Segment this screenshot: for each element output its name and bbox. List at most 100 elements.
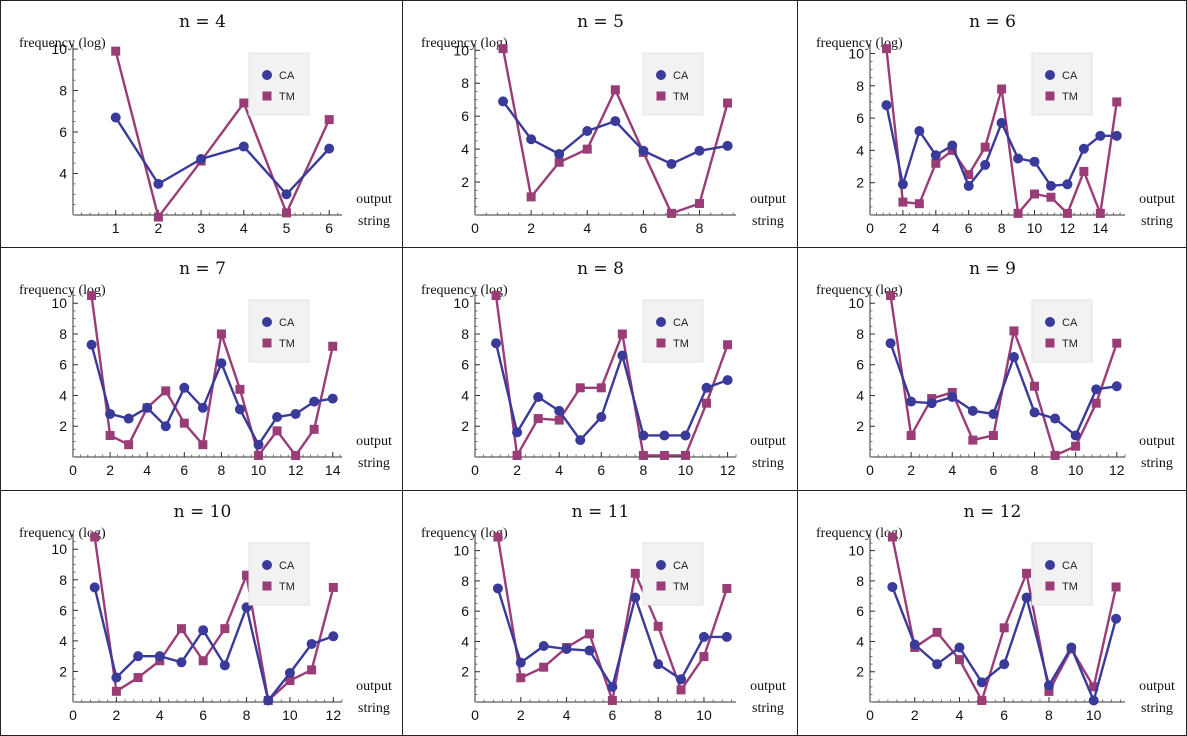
y-tick-label: 2 [461, 664, 469, 680]
legend-ca-marker [262, 560, 272, 570]
point-ca [947, 392, 958, 403]
x-tick-label: 4 [240, 220, 248, 236]
y-tick-label: 10 [51, 295, 67, 311]
point-tm [1046, 192, 1056, 202]
legend-ca-label: CA [279, 70, 295, 82]
legend-tm-label: TM [1062, 581, 1078, 593]
y-axis-label: frequency (log) [19, 36, 106, 51]
point-tm [723, 340, 733, 350]
legend-tm-marker [656, 91, 666, 101]
y-tick-label: 2 [59, 663, 67, 679]
x-tick-label: 2 [911, 707, 919, 723]
legend-ca-label: CA [673, 317, 689, 329]
point-ca [1013, 153, 1024, 164]
point-tm [198, 440, 208, 450]
legend-tm-marker [1045, 338, 1055, 348]
x-tick-label: 6 [965, 220, 973, 236]
point-tm [220, 624, 230, 634]
point-ca [881, 100, 892, 111]
point-tm [242, 570, 252, 580]
point-tm [702, 398, 712, 408]
point-tm [105, 430, 115, 440]
legend-ca-marker [262, 70, 272, 80]
point-tm [1009, 326, 1019, 336]
point-ca [198, 625, 209, 636]
y-tick-label: 6 [856, 603, 864, 619]
y-axis-label: frequency (log) [421, 36, 508, 51]
point-tm [87, 291, 97, 301]
x-tick-label: 0 [69, 462, 77, 478]
x-tick-label: 10 [282, 707, 298, 723]
chart-title: n = 9 [969, 259, 1016, 279]
point-ca [1088, 695, 1099, 706]
y-tick-label: 10 [848, 45, 864, 61]
point-ca [1095, 130, 1106, 141]
point-tm [239, 98, 249, 108]
point-ca [1111, 381, 1122, 392]
point-tm [695, 198, 705, 208]
point-ca [179, 382, 190, 393]
point-tm [90, 532, 100, 542]
x-tick-label: 0 [866, 707, 874, 723]
y-tick-label: 8 [461, 326, 469, 342]
y-tick-label: 2 [461, 174, 469, 190]
point-ca [89, 582, 100, 593]
point-tm [493, 532, 503, 542]
point-tm [881, 44, 891, 54]
chart-title: n = 6 [969, 12, 1016, 32]
x-tick-label: 6 [199, 707, 207, 723]
point-tm [1111, 582, 1121, 592]
x-tick-label: 10 [1027, 220, 1043, 236]
point-ca [1070, 430, 1081, 441]
point-tm [176, 624, 186, 634]
x-axis-label-line2: string [1141, 214, 1173, 229]
legend-ca-label: CA [1062, 317, 1078, 329]
chart-panel-9: n = 12 frequency (log) output string 0 2 4 6 8 10… [798, 491, 1187, 736]
x-tick-label: 14 [1093, 220, 1109, 236]
x-tick-label: 12 [1109, 462, 1125, 478]
point-tm [914, 199, 924, 209]
point-ca [234, 404, 245, 415]
y-tick-label: 4 [461, 633, 469, 649]
x-axis-label-line1: output [1139, 434, 1175, 449]
point-ca [575, 435, 586, 446]
point-tm [526, 192, 536, 202]
legend-ca-label: CA [1062, 70, 1078, 82]
point-ca [1062, 179, 1073, 190]
point-ca [1078, 143, 1089, 154]
x-tick-label: 1 [112, 220, 120, 236]
point-tm [111, 686, 121, 696]
point-ca [133, 651, 144, 662]
x-tick-label: 4 [956, 707, 964, 723]
legend-box [248, 542, 310, 606]
y-tick-label: 10 [453, 295, 469, 311]
chart-panel-4: n = 7 frequency (log) output string 0 2 4 6 8 10 1… [0, 248, 403, 491]
point-tm [722, 583, 732, 593]
point-ca [976, 677, 987, 688]
x-tick-label: 2 [907, 462, 915, 478]
legend-ca-marker [1045, 70, 1055, 80]
point-ca [111, 672, 122, 683]
point-tm [272, 426, 282, 436]
point-tm [653, 621, 663, 631]
y-tick-label: 4 [856, 633, 864, 649]
chart-svg-3: n = 6 frequency (log) output string 0 2 4 6 8 10 1… [816, 12, 1175, 236]
y-tick-label: 8 [59, 326, 67, 342]
point-ca [967, 405, 978, 416]
legend-ca-label: CA [1062, 560, 1078, 572]
point-tm [582, 144, 592, 154]
y-tick-label: 4 [59, 633, 67, 649]
point-tm [630, 568, 640, 578]
x-tick-label: 10 [251, 462, 267, 478]
x-tick-label: 2 [154, 220, 162, 236]
legend-tm-label: TM [673, 581, 689, 593]
point-ca [954, 642, 965, 653]
point-ca [909, 639, 920, 650]
point-tm [498, 44, 508, 54]
point-ca [324, 143, 335, 154]
point-ca [1029, 407, 1040, 418]
x-tick-label: 2 [513, 462, 521, 478]
point-tm [307, 665, 317, 675]
x-tick-label: 0 [69, 707, 77, 723]
x-axis-label-line2: string [358, 214, 390, 229]
